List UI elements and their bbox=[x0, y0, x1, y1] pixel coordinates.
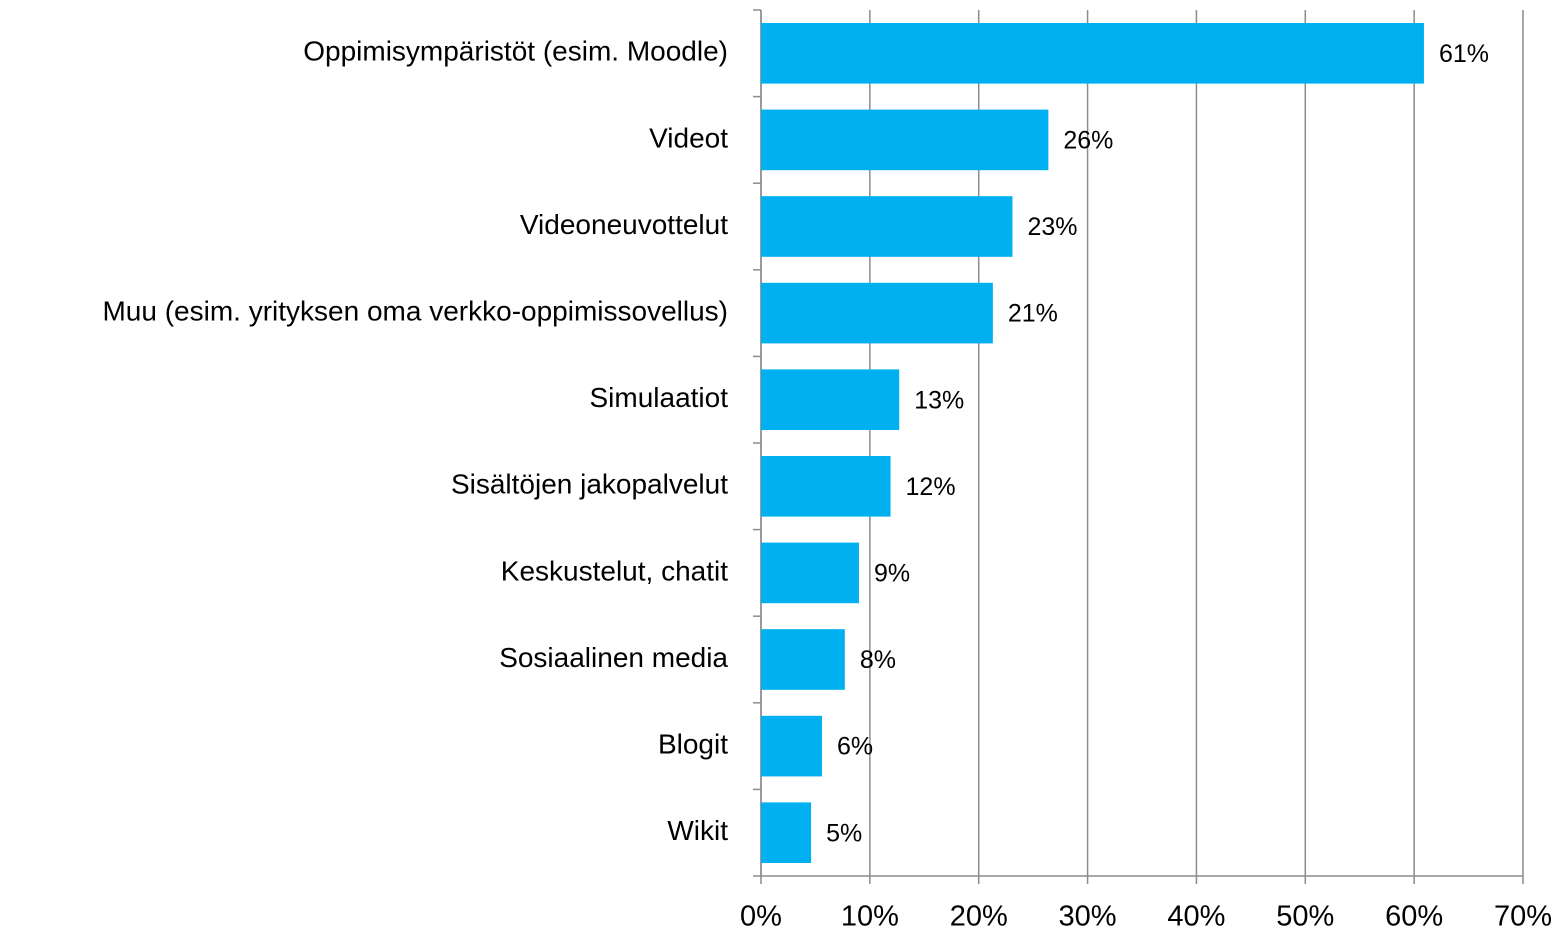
bar bbox=[761, 802, 812, 864]
data-label: 6% bbox=[837, 733, 873, 761]
data-label: 21% bbox=[1008, 300, 1058, 328]
bar bbox=[761, 369, 900, 431]
y-tick-label: Oppimisympäristöt (esim. Moodle) bbox=[303, 36, 728, 67]
bar bbox=[761, 282, 993, 344]
y-tick-label: Simulaatiot bbox=[589, 382, 728, 413]
x-tick-label: 70% bbox=[1494, 901, 1552, 933]
bar bbox=[761, 715, 822, 777]
data-label: 9% bbox=[874, 560, 910, 588]
x-tick-label: 0% bbox=[740, 901, 782, 933]
data-label: 23% bbox=[1027, 213, 1077, 241]
data-label: 8% bbox=[860, 646, 896, 674]
bar bbox=[761, 22, 1424, 84]
y-tick-label: Wikit bbox=[667, 815, 728, 846]
y-tick-label: Sosiaalinen media bbox=[499, 642, 728, 673]
y-tick-label: Videoneuvottelut bbox=[520, 209, 728, 240]
data-label: 26% bbox=[1063, 127, 1113, 155]
bar bbox=[761, 196, 1013, 257]
bar bbox=[761, 109, 1049, 171]
x-tick-label: 60% bbox=[1385, 901, 1443, 933]
data-label: 5% bbox=[826, 819, 862, 847]
y-tick-label: Blogit bbox=[658, 728, 728, 759]
x-tick-label: 50% bbox=[1276, 901, 1334, 933]
x-tick-label: 10% bbox=[841, 901, 899, 933]
y-tick-label: Sisältöjen jakopalvelut bbox=[451, 469, 728, 500]
bar bbox=[761, 629, 845, 690]
data-label: 13% bbox=[914, 386, 964, 414]
data-label: 12% bbox=[906, 473, 956, 501]
x-tick-label: 40% bbox=[1167, 901, 1225, 933]
bar bbox=[761, 542, 859, 604]
y-tick-label: Videot bbox=[649, 122, 728, 153]
y-tick-label: Keskustelut, chatit bbox=[501, 555, 728, 586]
y-tick-label: Muu (esim. yrityksen oma verkko-oppimiss… bbox=[102, 295, 728, 326]
x-tick-label: 30% bbox=[1059, 901, 1117, 933]
x-tick-label: 20% bbox=[950, 901, 1008, 933]
bar bbox=[761, 455, 891, 517]
data-label: 61% bbox=[1439, 40, 1489, 68]
